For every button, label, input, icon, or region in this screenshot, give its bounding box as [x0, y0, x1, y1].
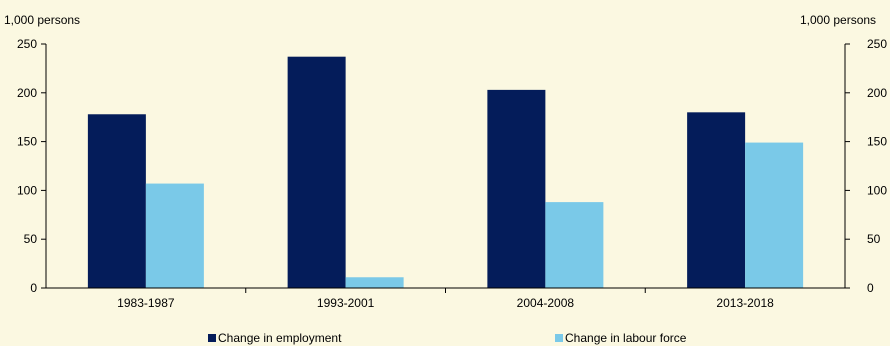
- legend-label: Change in employment: [218, 331, 342, 345]
- left-tick-label: 100: [17, 183, 37, 197]
- right-axis-unit-label: 1,000 persons: [800, 13, 876, 27]
- x-axis: 1983-1987 1993-2001 2004-2008 2013-2018: [46, 287, 845, 310]
- bars-group: [87, 56, 804, 288]
- bar-employment: [287, 56, 346, 288]
- left-tick-label: 0: [30, 281, 37, 295]
- bar-labour-force: [345, 277, 404, 288]
- bar-employment: [687, 112, 746, 288]
- bar-employment: [487, 89, 546, 288]
- legend-swatch: [555, 334, 563, 342]
- legend-label: Change in labour force: [565, 331, 687, 345]
- right-tick-label: 250: [867, 37, 887, 51]
- right-tick-label: 150: [867, 135, 887, 149]
- right-tick-label: 100: [867, 183, 887, 197]
- category-label: 1993-2001: [317, 296, 375, 310]
- category-label: 2004-2008: [517, 296, 575, 310]
- right-axis: 0 50 100 150 200 250: [844, 37, 887, 295]
- right-tick-label: 200: [867, 86, 887, 100]
- bar-labour-force: [145, 183, 204, 288]
- left-tick-label: 50: [24, 232, 38, 246]
- left-axis-unit-label: 1,000 persons: [4, 13, 80, 27]
- category-label: 1983-1987: [117, 296, 175, 310]
- legend: Change in employment Change in labour for…: [208, 331, 687, 345]
- bar-labour-force: [745, 142, 804, 288]
- bar-employment: [87, 114, 146, 288]
- bar-labour-force: [545, 202, 604, 288]
- legend-swatch: [208, 334, 216, 342]
- right-tick-label: 0: [867, 281, 874, 295]
- left-tick-label: 250: [17, 37, 37, 51]
- category-label: 2013-2018: [716, 296, 774, 310]
- left-tick-label: 150: [17, 135, 37, 149]
- right-tick-label: 50: [867, 232, 881, 246]
- left-tick-label: 200: [17, 86, 37, 100]
- left-axis: 0 50 100 150 200 250: [17, 37, 47, 295]
